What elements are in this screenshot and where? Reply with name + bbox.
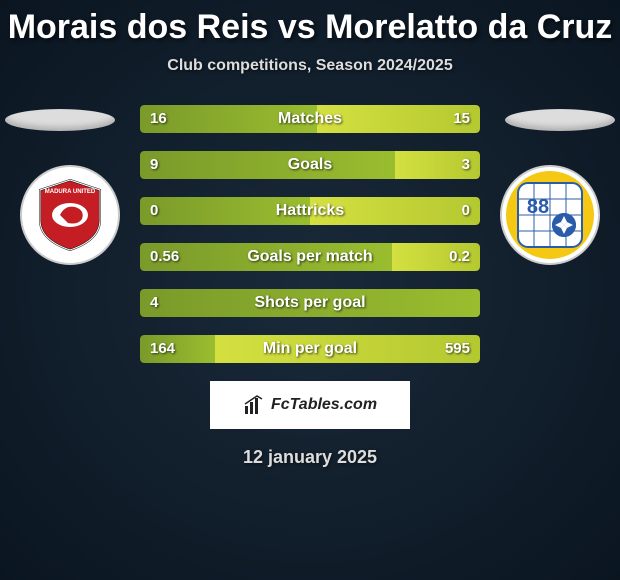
stat-label: Goals	[140, 151, 480, 179]
stat-value-left: 16	[150, 105, 167, 133]
stat-row: Shots per goal4	[140, 289, 480, 317]
stat-value-right: 0.2	[449, 243, 470, 271]
stat-row: Matches16 15	[140, 105, 480, 133]
stat-value-left: 0	[150, 197, 158, 225]
stat-row: Goals per match0.56 0.2	[140, 243, 480, 271]
page-title: Morais dos Reis vs Morelatto da Cruz	[0, 0, 620, 47]
date-text: 12 january 2025	[0, 447, 620, 468]
stat-label: Hattricks	[140, 197, 480, 225]
chart-icon	[243, 394, 265, 416]
stat-value-left: 9	[150, 151, 158, 179]
comparison-panel: MADURA UNITED 88 Matches16 15 Goals9 3 Hattr…	[0, 105, 620, 468]
stat-value-left: 4	[150, 289, 158, 317]
stat-value-right: 0	[462, 197, 470, 225]
stat-row: Min per goal164 595	[140, 335, 480, 363]
svg-text:MADURA UNITED: MADURA UNITED	[45, 189, 96, 195]
madura-shield-icon: MADURA UNITED	[30, 175, 110, 255]
stat-value-left: 164	[150, 335, 175, 363]
stat-row: Hattricks0 0	[140, 197, 480, 225]
branding-text: FcTables.com	[271, 396, 377, 414]
stat-bars: Matches16 15 Goals9 3 Hattricks0 0 Goals per m…	[140, 105, 480, 363]
stat-label: Matches	[140, 105, 480, 133]
svg-text:88: 88	[527, 196, 549, 218]
team-badge-right: 88	[500, 165, 600, 265]
stat-value-right: 3	[462, 151, 470, 179]
stat-label: Min per goal	[140, 335, 480, 363]
player-photo-placeholder-right	[505, 109, 615, 131]
stat-row: Goals9 3	[140, 151, 480, 179]
stat-label: Goals per match	[140, 243, 480, 271]
subtitle: Club competitions, Season 2024/2025	[0, 57, 620, 75]
stat-value-right: 15	[453, 105, 470, 133]
stat-value-left: 0.56	[150, 243, 179, 271]
team-badge-left: MADURA UNITED	[20, 165, 120, 265]
stat-label: Shots per goal	[140, 289, 480, 317]
branding-badge: FcTables.com	[210, 381, 410, 429]
barito-shield-icon: 88	[504, 169, 596, 261]
stat-value-right: 595	[445, 335, 470, 363]
player-photo-placeholder-left	[5, 109, 115, 131]
